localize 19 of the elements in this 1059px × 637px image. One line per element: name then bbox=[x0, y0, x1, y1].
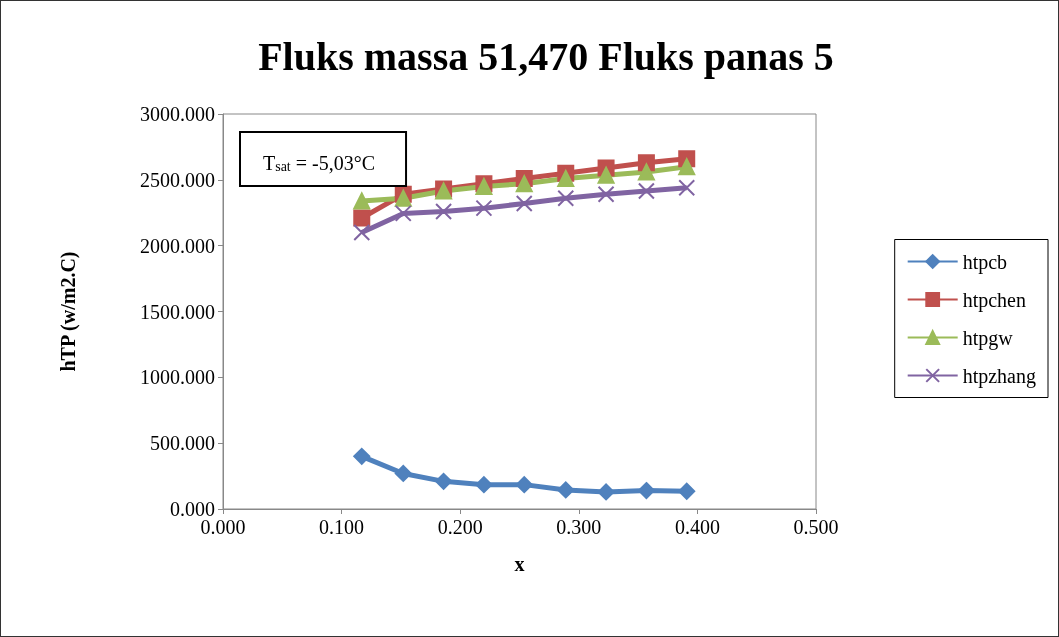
x-tick-label: 0.400 bbox=[674, 516, 720, 538]
legend-label: htpzhang bbox=[962, 364, 1036, 388]
y-tick-label: 500.000 bbox=[150, 432, 215, 455]
chart-title: Fluks massa 51,470 Fluks panas 5 bbox=[258, 33, 834, 79]
y-tick-label: 2500.000 bbox=[140, 168, 215, 191]
legend-label: htpcb bbox=[962, 250, 1008, 274]
y-axis-title: hTP (w/m2.C) bbox=[57, 251, 80, 372]
annotation: Tsat = -5,03°C bbox=[263, 152, 376, 174]
legend-label: htpchen bbox=[962, 288, 1026, 312]
x-tick-label: 0.100 bbox=[319, 516, 365, 538]
x-tick-label: 0.300 bbox=[556, 516, 602, 538]
y-tick-label: 1000.000 bbox=[140, 366, 215, 389]
y-tick-label: 2000.000 bbox=[140, 234, 215, 257]
y-tick-label: 3000.000 bbox=[140, 103, 215, 125]
legend-label: htpgw bbox=[962, 326, 1014, 350]
x-axis-title: x bbox=[514, 553, 525, 575]
y-tick-label: 1500.000 bbox=[140, 300, 215, 323]
x-tick-label: 0.200 bbox=[437, 516, 483, 538]
x-tick-label: 0.500 bbox=[793, 516, 839, 538]
